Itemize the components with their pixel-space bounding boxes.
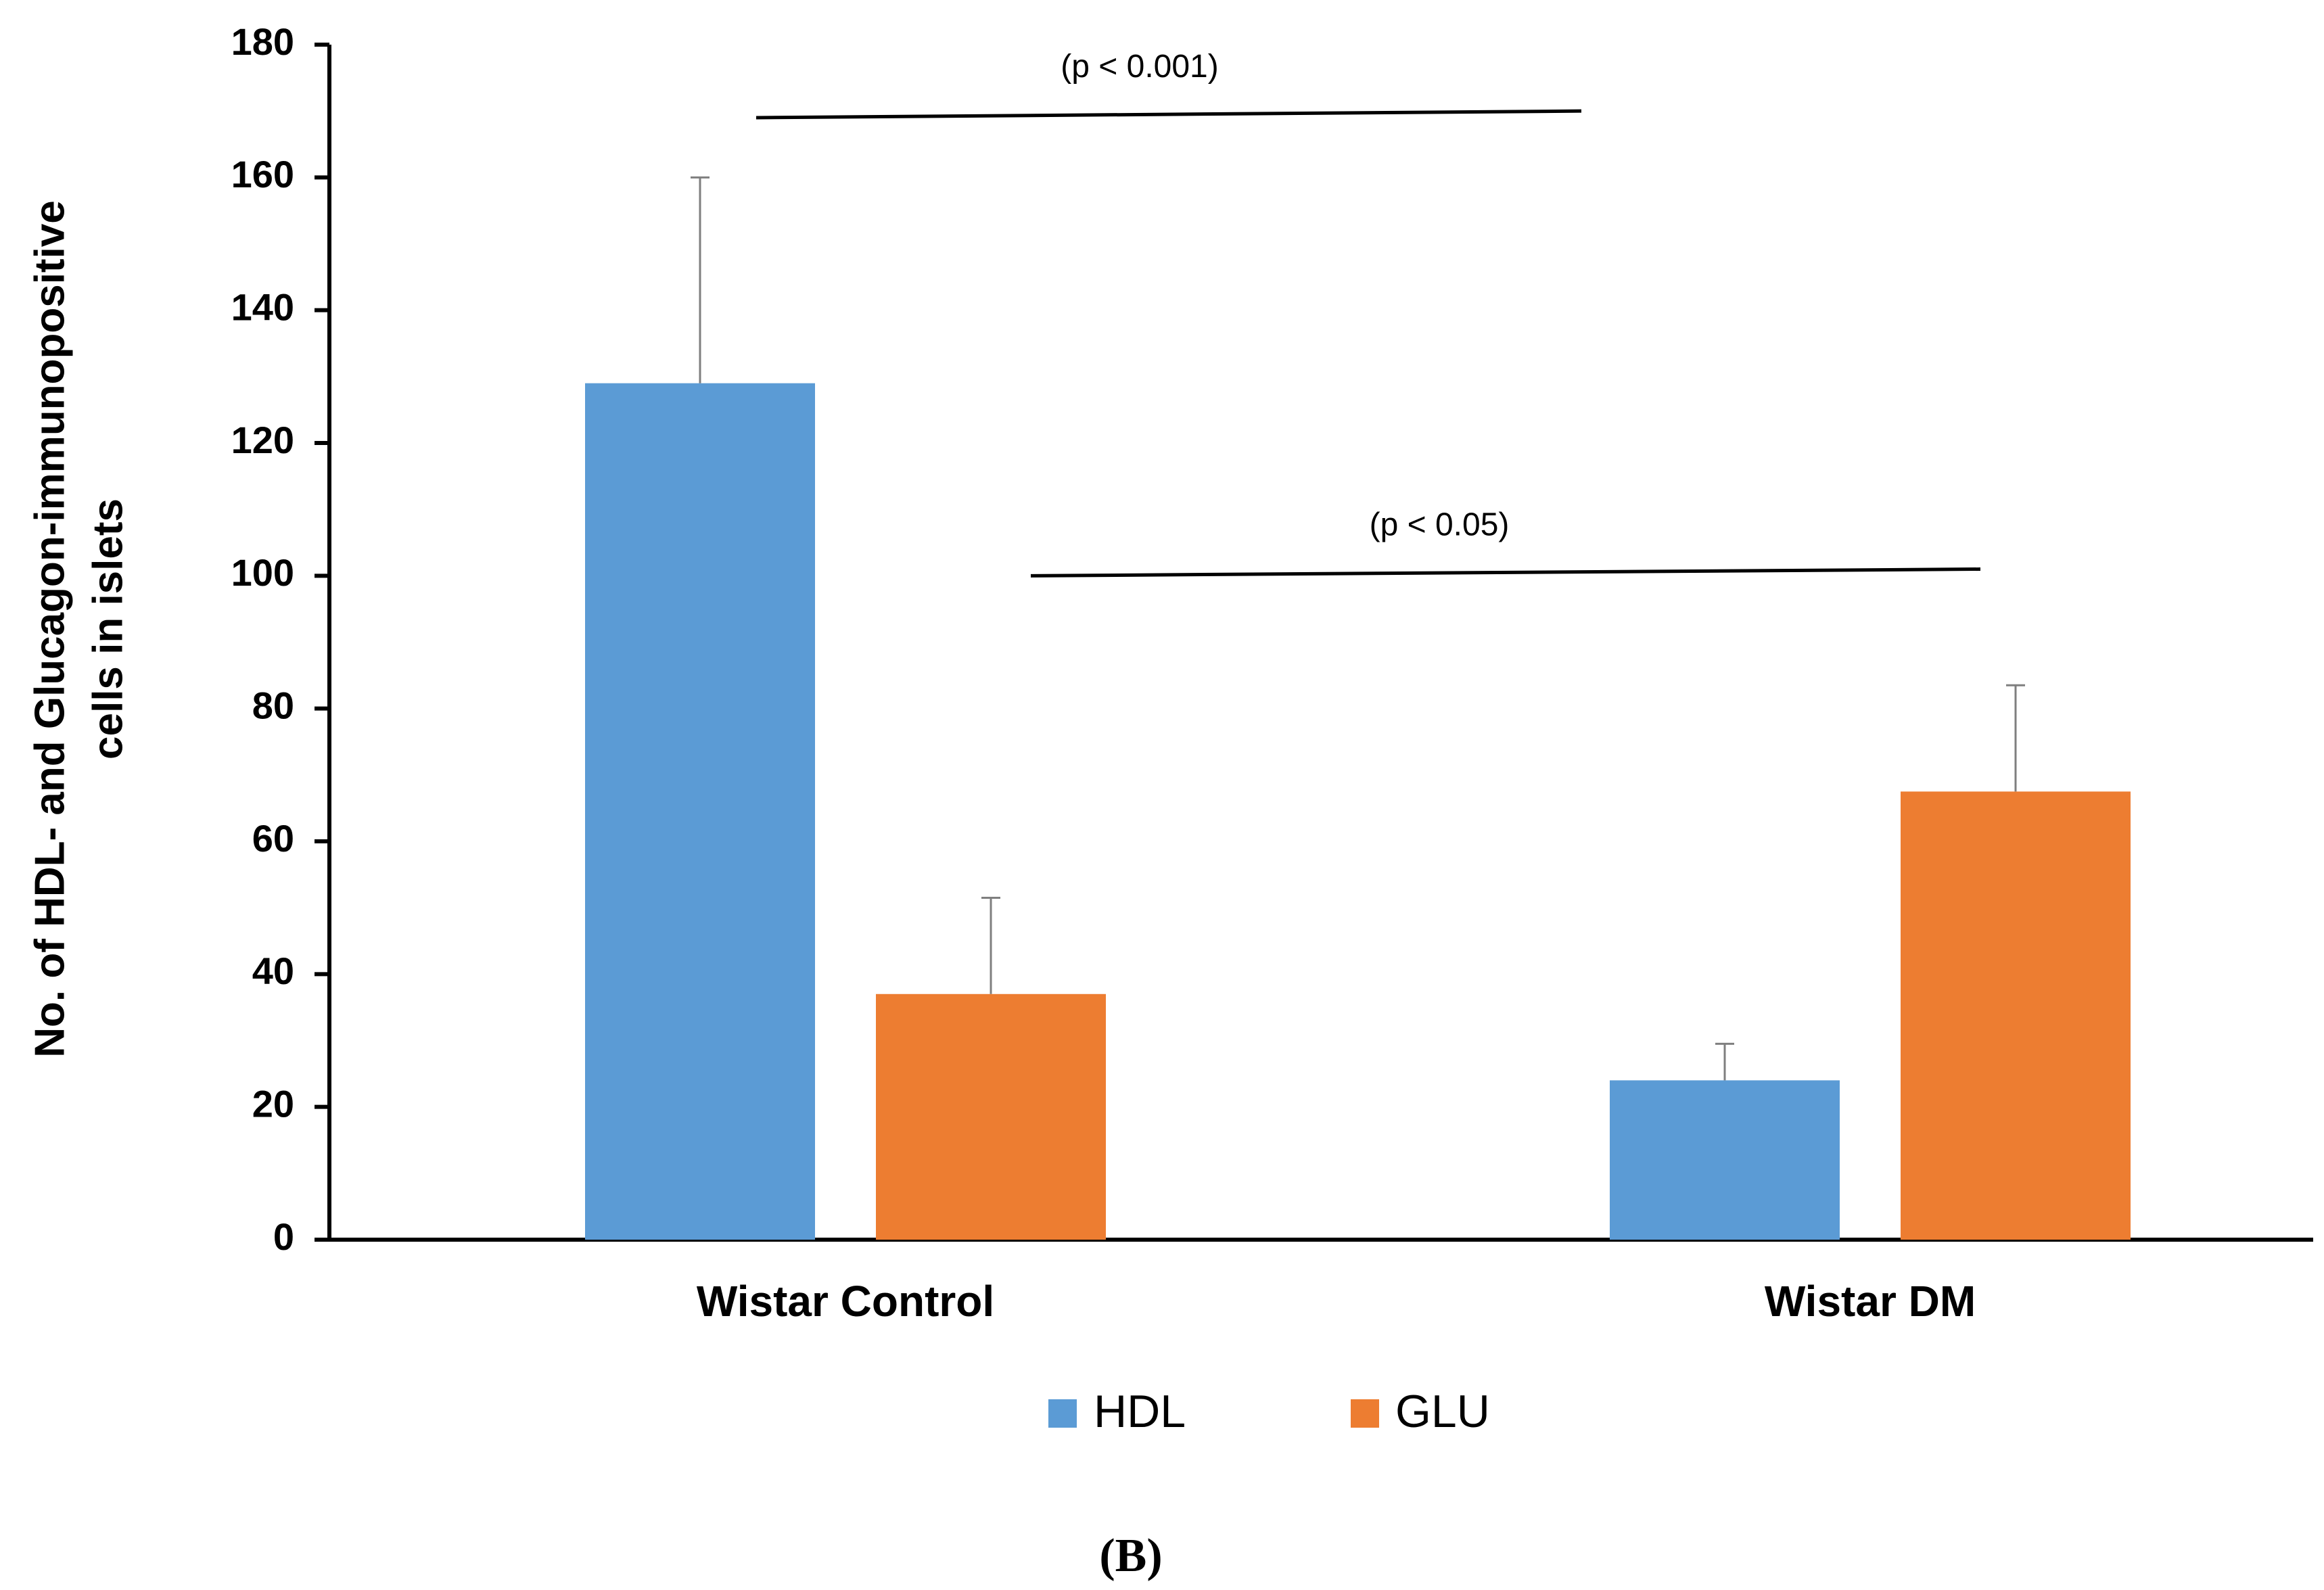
panel-label: (B) xyxy=(1099,1530,1162,1582)
y-axis-ticks: 0 20 40 60 80 100 120 140 160 180 xyxy=(231,20,329,1258)
y-tick-label-40: 40 xyxy=(252,950,294,992)
x-axis-categories: Wistar Control Wistar DM xyxy=(697,1277,1976,1326)
legend-swatch-glu xyxy=(1351,1399,1379,1428)
bar-hdl-1 xyxy=(585,383,815,1240)
y-tick-label-140: 140 xyxy=(231,285,294,328)
significance-label-2: (p < 0.05) xyxy=(1370,507,1510,543)
significance-annotations: (p < 0.001) (p < 0.05) xyxy=(756,49,1981,578)
x-category-label-2: Wistar DM xyxy=(1765,1277,1976,1326)
legend-swatch-hdl xyxy=(1048,1399,1077,1428)
y-tick-label-160: 160 xyxy=(231,153,294,195)
y-tick-label-100: 100 xyxy=(231,551,294,594)
bar-glu-1 xyxy=(876,993,1106,1240)
y-tick-label-180: 180 xyxy=(231,20,294,63)
y-tick-label-80: 80 xyxy=(252,684,294,726)
panel-label-group: (B) xyxy=(1099,1530,1162,1582)
bars xyxy=(585,383,2131,1240)
y-axis-title: No. of HDL- and Glucagon-immunopositive c… xyxy=(26,200,131,1058)
legend: HDL GLU xyxy=(1048,1386,1490,1437)
bar-hdl-2 xyxy=(1610,1080,1840,1240)
legend-label-hdl: HDL xyxy=(1094,1386,1186,1437)
y-axis-title-line-2: cells in islets xyxy=(85,498,131,759)
bar-glu-2 xyxy=(1901,791,2131,1240)
x-category-label-1: Wistar Control xyxy=(697,1277,994,1326)
y-tick-label-0: 0 xyxy=(273,1215,294,1258)
y-axis-title-line-1: No. of HDL- and Glucagon-immunopositive xyxy=(26,200,73,1058)
error-bars xyxy=(691,176,2025,1081)
significance-line-1 xyxy=(756,109,1582,120)
significance-line-2 xyxy=(1030,567,1981,578)
significance-label-1: (p < 0.001) xyxy=(1061,49,1218,85)
y-tick-label-120: 120 xyxy=(231,419,294,461)
y-tick-label-20: 20 xyxy=(252,1082,294,1125)
legend-label-glu: GLU xyxy=(1395,1386,1490,1437)
y-tick-label-60: 60 xyxy=(252,817,294,860)
